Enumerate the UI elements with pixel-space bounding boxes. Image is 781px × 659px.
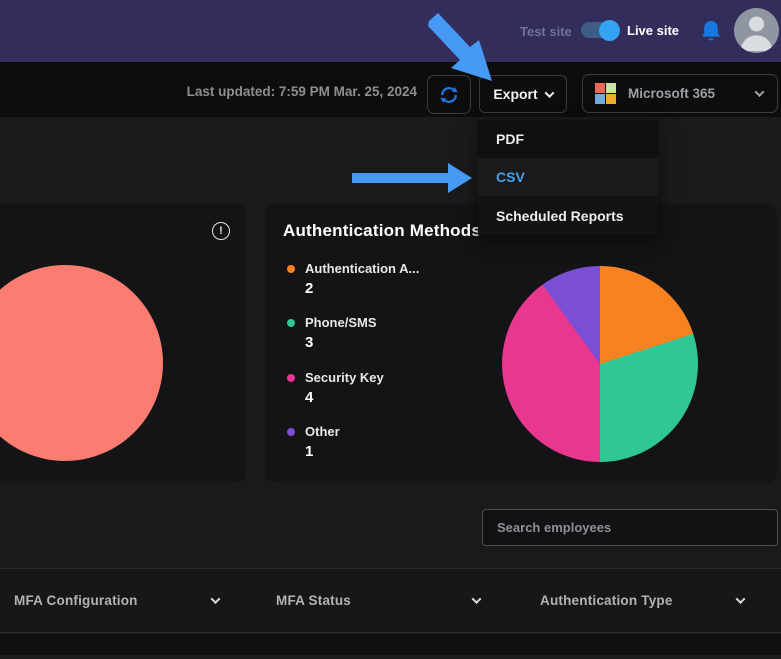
legend-item: Security Key 4 [287,370,384,406]
legend-value: 2 [305,280,314,297]
chevron-down-icon [471,594,482,605]
table-header-row: MFA Configuration MFA Status Authenticat… [0,568,781,633]
authentication-methods-pie-chart[interactable] [502,266,698,462]
chevron-down-icon [544,87,555,98]
export-button[interactable]: Export [479,75,567,113]
chevron-down-icon [210,594,221,605]
left-pie-chart[interactable] [0,265,163,461]
legend-item: Other 1 [287,424,340,460]
connector-label: Microsoft 365 [628,86,716,101]
microsoft-logo-icon [595,83,616,104]
legend-dot-icon [287,373,295,382]
last-updated-text: Last updated: 7:59 PM Mar. 25, 2024 [186,84,417,99]
topbar: Test site Live site [0,0,781,62]
info-icon[interactable]: ! [212,222,230,240]
refresh-button[interactable] [427,75,471,114]
table-body-area [0,634,781,655]
export-menu: PDF CSV Scheduled Reports [478,120,658,235]
legend-dot-icon [287,264,295,273]
export-button-label: Export [493,86,538,102]
live-site-label: Live site [627,23,680,38]
card-title: Authentication Methods [283,221,481,240]
legend-item: Authentication A... 2 [287,261,419,297]
chevron-down-icon [735,594,746,605]
site-toggle[interactable] [581,19,620,41]
legend-value: 3 [305,334,314,351]
legend-value: 4 [305,389,314,406]
test-site-label: Test site [520,24,572,39]
menu-item-pdf[interactable]: PDF [478,120,658,158]
authentication-methods-card: Authentication Methods Authentication A.… [265,204,777,483]
connector-dropdown[interactable]: Microsoft 365 [582,74,778,113]
left-chart-card: ! [0,204,246,483]
search-input[interactable] [482,509,778,546]
column-header-mfa-configuration[interactable]: MFA Configuration [14,569,221,632]
toggle-knob-icon [599,19,620,41]
pointer-arrow-csv [352,163,472,193]
legend-dot-icon [287,427,295,436]
refresh-icon [440,86,458,103]
legend-value: 1 [305,443,314,460]
table-row [0,655,781,659]
column-header-authentication-type[interactable]: Authentication Type [540,569,746,632]
avatar[interactable] [734,8,779,53]
menu-item-scheduled-reports[interactable]: Scheduled Reports [478,196,658,235]
legend-dot-icon [287,318,295,327]
bell-icon[interactable] [699,19,723,47]
chevron-down-icon [754,87,765,98]
legend-item: Phone/SMS 3 [287,315,377,351]
menu-item-csv[interactable]: CSV [496,169,525,185]
column-header-mfa-status[interactable]: MFA Status [276,569,482,632]
